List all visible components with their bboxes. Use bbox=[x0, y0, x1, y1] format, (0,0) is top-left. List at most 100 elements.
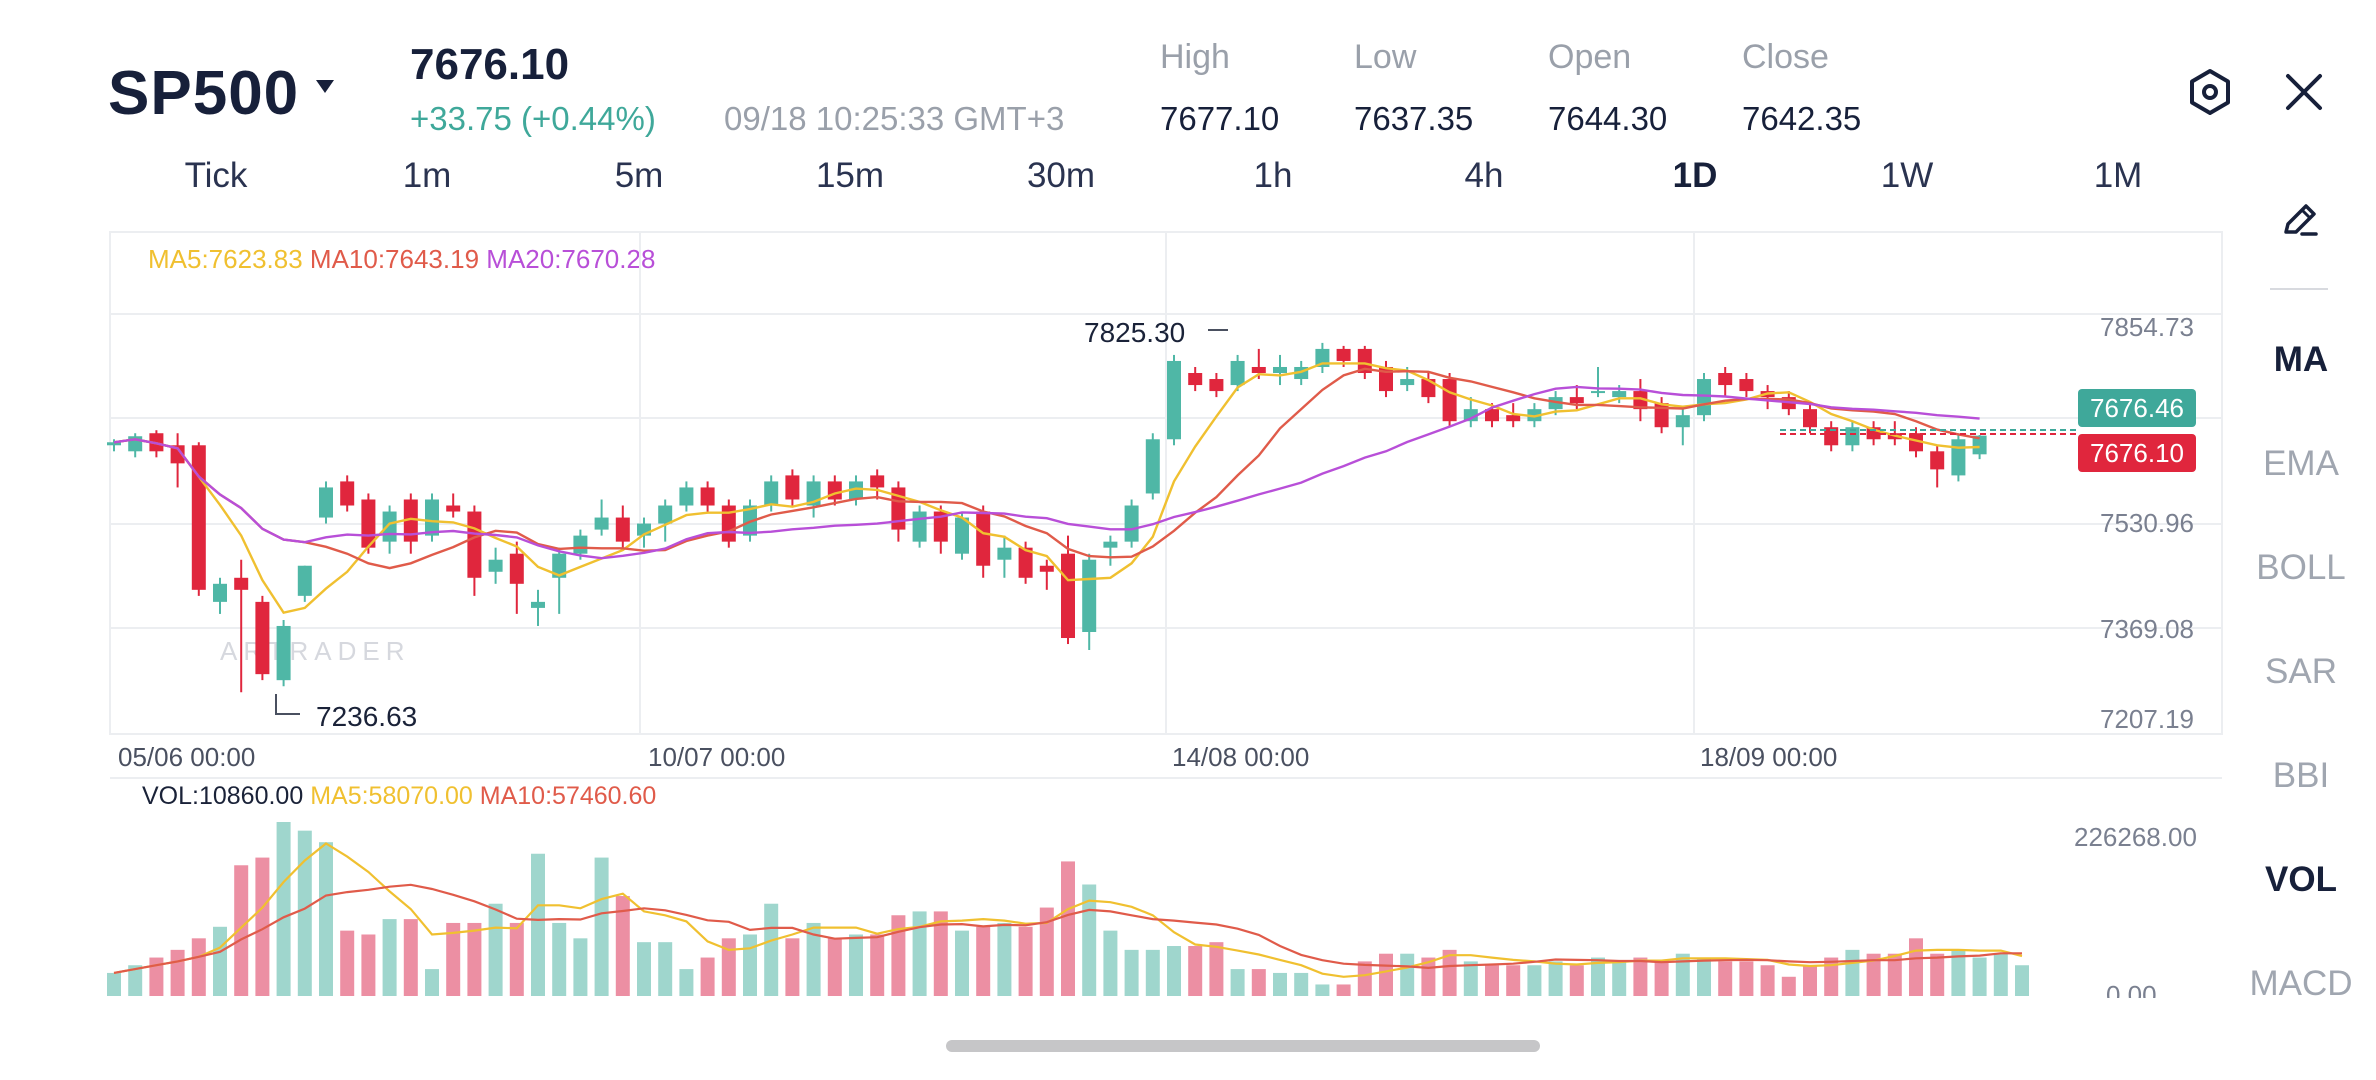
indicator-ma[interactable]: MA bbox=[2273, 340, 2329, 379]
volume-bar bbox=[1039, 907, 1054, 996]
tab-tick[interactable]: Tick bbox=[184, 156, 248, 195]
volume-bar bbox=[340, 930, 355, 996]
volume-bar bbox=[827, 938, 842, 996]
volume-bar bbox=[1294, 972, 1309, 996]
indicator-vol[interactable]: VOL bbox=[2265, 860, 2337, 899]
symbol-dropdown-caret-icon[interactable] bbox=[316, 80, 334, 93]
candle-up bbox=[955, 517, 969, 554]
volume-bar bbox=[1612, 961, 1627, 996]
tab-4h[interactable]: 4h bbox=[1464, 156, 1504, 195]
candle-down bbox=[1803, 409, 1817, 428]
indicator-macd[interactable]: MACD bbox=[2249, 964, 2353, 1003]
volume-bar bbox=[1273, 972, 1287, 996]
volume-bar bbox=[785, 938, 800, 996]
open-label: Open bbox=[1548, 38, 1632, 76]
candle-up bbox=[1103, 541, 1118, 548]
candle-down bbox=[1485, 409, 1499, 422]
volume-bar bbox=[1993, 953, 2008, 996]
volume-bar bbox=[679, 969, 694, 996]
volume-bar bbox=[191, 938, 206, 996]
tab-1d[interactable]: 1D bbox=[1672, 156, 1718, 195]
volume-bar bbox=[1400, 953, 1415, 996]
symbol-selector[interactable]: SP500 bbox=[108, 59, 300, 128]
tab-30m[interactable]: 30m bbox=[1026, 156, 1096, 195]
price-label-top: 7854.73 bbox=[2100, 312, 2194, 342]
ma20-line bbox=[113, 385, 1980, 560]
volume-bar bbox=[1718, 961, 1733, 996]
indicator-ema[interactable]: EMA bbox=[2263, 444, 2339, 483]
candle-down bbox=[1909, 433, 1923, 452]
candle-up bbox=[488, 559, 503, 572]
candle-up bbox=[1845, 427, 1860, 446]
volume-bar bbox=[1548, 961, 1563, 996]
volume-bar bbox=[403, 919, 418, 996]
date-label: 14/08 00:00 bbox=[1172, 742, 1310, 772]
indicator-boll[interactable]: BOLL bbox=[2256, 548, 2346, 587]
tab-5m[interactable]: 5m bbox=[614, 156, 664, 195]
volume-bar bbox=[1760, 965, 1775, 996]
volume-bar bbox=[1103, 930, 1118, 996]
candle-up bbox=[1082, 559, 1097, 632]
tab-1w[interactable]: 1W bbox=[1880, 156, 1934, 195]
close-value: 7642.35 bbox=[1742, 100, 1862, 137]
candle-up bbox=[1697, 379, 1711, 416]
candle-down bbox=[1188, 373, 1203, 386]
candle-down bbox=[700, 487, 715, 506]
vol-ma5-line bbox=[113, 842, 2023, 978]
volume-bar bbox=[276, 822, 291, 996]
tab-1h[interactable]: 1h bbox=[1253, 156, 1293, 195]
settings-hexagon-icon[interactable] bbox=[2186, 68, 2234, 116]
volume-bar bbox=[764, 903, 779, 996]
candle-up bbox=[1675, 415, 1690, 428]
candle-down bbox=[340, 481, 355, 506]
tab-15m[interactable]: 15m bbox=[815, 156, 885, 195]
pencil-draw-icon[interactable] bbox=[2278, 198, 2322, 242]
tab-1m-month[interactable]: 1M bbox=[2093, 156, 2143, 195]
volume-bar bbox=[1951, 949, 1966, 996]
volume-bar bbox=[1188, 946, 1203, 996]
candle-up bbox=[1230, 360, 1245, 386]
volume-bar bbox=[721, 938, 736, 996]
close-label: Close bbox=[1742, 38, 1829, 76]
candle-up bbox=[319, 487, 333, 518]
volume-bar bbox=[1124, 949, 1139, 996]
candle-up bbox=[764, 481, 779, 506]
volume-bar bbox=[870, 934, 885, 996]
volume-bar bbox=[1463, 961, 1478, 996]
candle-down bbox=[1506, 415, 1521, 422]
candle-down bbox=[870, 475, 885, 488]
current-price-tag: 7676.10 bbox=[2078, 434, 2196, 472]
volume-bar bbox=[849, 934, 863, 996]
volume-bar bbox=[1675, 953, 1690, 996]
volume-bar bbox=[382, 919, 397, 996]
price-label-low: 7369.08 bbox=[2100, 614, 2194, 644]
volume-bar bbox=[1018, 926, 1033, 996]
volume-bar bbox=[1442, 949, 1457, 996]
indicator-bbi[interactable]: BBI bbox=[2272, 756, 2330, 795]
candle-up bbox=[1400, 379, 1415, 386]
close-x-icon[interactable] bbox=[2282, 70, 2326, 114]
indicator-sar[interactable]: SAR bbox=[2265, 652, 2337, 691]
candle-down bbox=[1018, 547, 1033, 578]
open-value: 7644.30 bbox=[1548, 100, 1668, 137]
candle-up bbox=[1167, 360, 1181, 440]
volume-bar bbox=[531, 853, 545, 996]
volume-bar bbox=[1569, 965, 1584, 996]
last-price-tag: 7676.46 bbox=[2078, 389, 2196, 427]
low-marker: 7236.63 bbox=[316, 701, 417, 732]
candle-down bbox=[1209, 379, 1224, 392]
volume-min-label: 0.00 bbox=[2106, 980, 2157, 998]
volume-bar bbox=[1209, 942, 1224, 996]
volume-bar bbox=[1845, 949, 1860, 996]
tab-1m[interactable]: 1m bbox=[402, 156, 452, 195]
volume-bar bbox=[552, 922, 567, 996]
candle-down bbox=[234, 577, 249, 590]
vol-ma5-legend: MA5:58070.00 bbox=[310, 782, 473, 810]
volume-bar bbox=[637, 942, 651, 996]
candle-down bbox=[1336, 348, 1351, 361]
price-label-mid: 7530.96 bbox=[2100, 508, 2194, 538]
candle-down bbox=[1039, 565, 1054, 572]
candle-down bbox=[1379, 366, 1393, 392]
volume-bar bbox=[1739, 961, 1754, 996]
